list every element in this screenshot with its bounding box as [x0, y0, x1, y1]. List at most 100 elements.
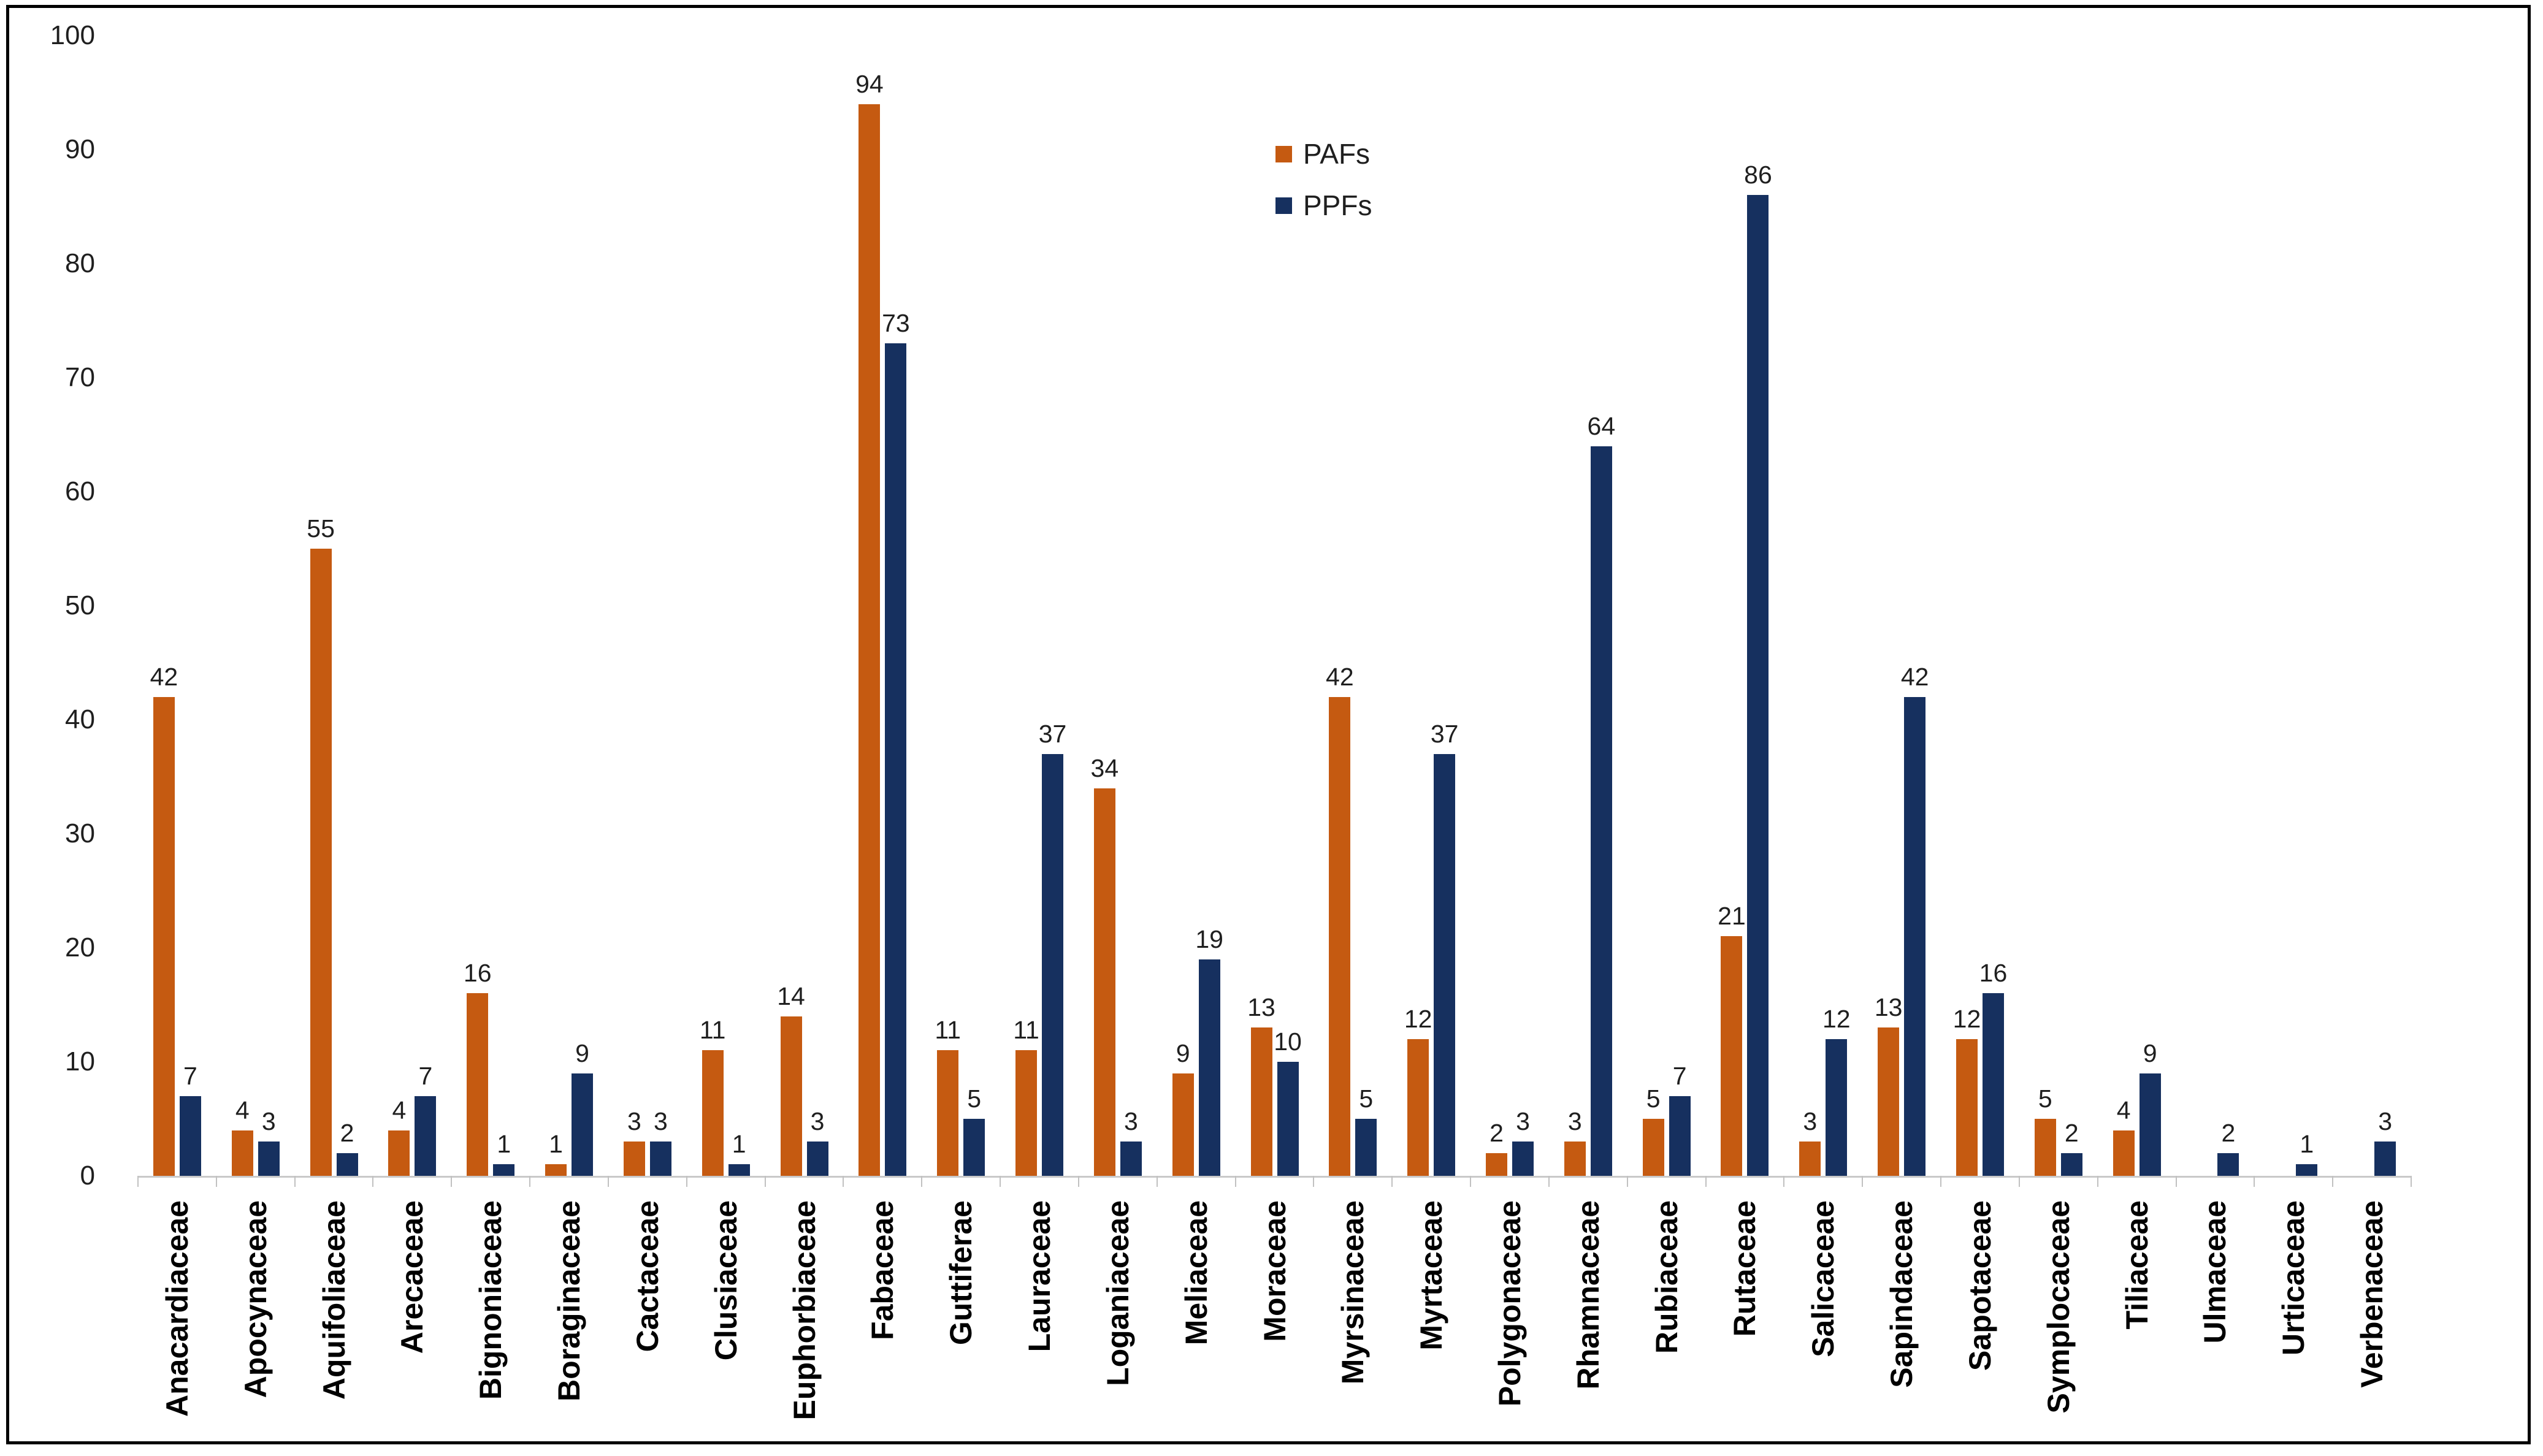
bar-slot: 7: [179, 36, 201, 1176]
bar-value-label: 3: [1516, 1107, 1530, 1136]
category-label: Salicaceae: [1806, 1200, 1841, 1357]
bar-group: 94 73: [843, 36, 922, 1176]
x-label-cell: Rhamnaceae: [1549, 1200, 1627, 1420]
bar-group: 55 2: [295, 36, 373, 1176]
legend-item: PPFs: [1275, 191, 1372, 219]
category-label: Apocynaceae: [238, 1200, 273, 1398]
bar-group: 2: [2176, 36, 2255, 1176]
legend-swatch-pafs: [1275, 145, 1292, 162]
category-label: Moraceae: [1257, 1200, 1292, 1342]
bar-slot: 9: [2139, 36, 2161, 1176]
bar-value-label: 3: [1123, 1107, 1138, 1136]
bar-pafs: [623, 1142, 645, 1176]
bar-slot: 2: [2217, 36, 2239, 1176]
axis-tick-mark: [1940, 1176, 1942, 1187]
bar-slot: 42: [1326, 36, 1354, 1176]
bar-slot: 3: [2374, 36, 2396, 1176]
bar-value-label: 10: [1274, 1027, 1302, 1056]
bar-pafs: [702, 1050, 724, 1176]
category-label: Aquifoliaceae: [316, 1200, 351, 1400]
x-label-cell: Guttiferae: [922, 1200, 1000, 1420]
bar-slot: 64: [1588, 36, 1615, 1176]
y-tick-label: 50: [65, 590, 95, 620]
bar-pafs: [1015, 1050, 1038, 1176]
bar-ppfs: [2060, 1153, 2082, 1176]
category-label: Rutaceae: [1727, 1200, 1762, 1337]
bar-group: 42 7: [138, 36, 216, 1176]
category-label: Myrtaceae: [1414, 1200, 1449, 1351]
bar-pafs: [388, 1130, 410, 1176]
category-label: Loganiaceae: [1100, 1200, 1135, 1386]
x-label-cell: Meliaceae: [1157, 1200, 1236, 1420]
category-label: Rhamnaceae: [1570, 1200, 1605, 1390]
x-label-cell: Aquifoliaceae: [295, 1200, 373, 1420]
bar-ppfs: [415, 1096, 437, 1176]
bar-ppfs: [493, 1164, 515, 1176]
bar-slot: 3: [1120, 36, 1142, 1176]
axis-tick-mark: [1077, 1176, 1079, 1187]
bar-slot: 5: [1642, 36, 1664, 1176]
bar-slot: 7: [415, 36, 437, 1176]
bar-ppfs: [885, 343, 907, 1176]
bar-slot: 3: [806, 36, 828, 1176]
bar-slot: 3: [623, 36, 645, 1176]
bar-value-label: 19: [1195, 924, 1223, 953]
x-axis-labels: Anacardiaceae Apocynaceae Aquifoliaceae Are…: [138, 1200, 2411, 1420]
x-label-cell: Moraceae: [1236, 1200, 1314, 1420]
bar-group: 13 42: [1862, 36, 1941, 1176]
bar-pafs: [153, 696, 175, 1176]
bar-slot: 37: [1039, 36, 1066, 1176]
bar-slot: 3: [1512, 36, 1534, 1176]
bar-slot: 4: [231, 36, 253, 1176]
bar-pafs: [1642, 1119, 1664, 1176]
bar-value-label: 11: [935, 1016, 961, 1045]
bar-value-label: 3: [810, 1107, 825, 1136]
x-axis-tick-marks: [137, 1176, 2412, 1188]
bar-group: 34 3: [1079, 36, 1157, 1176]
bar-value-label: 7: [418, 1061, 433, 1090]
x-label-cell: Euphorbiaceae: [765, 1200, 844, 1420]
bar-slot: 7: [1669, 36, 1691, 1176]
bar-slot: 94: [855, 36, 884, 1176]
bar-ppfs: [1434, 753, 1456, 1176]
bar-value-label: 64: [1587, 411, 1616, 440]
bar-pafs: [1878, 1027, 1900, 1176]
bar-value-label: 1: [732, 1130, 746, 1159]
bar-pafs: [1721, 936, 1743, 1176]
bar-value-label: 7: [183, 1061, 197, 1090]
bar-slot: 13: [1875, 36, 1902, 1176]
axis-tick-mark: [1313, 1176, 1315, 1187]
x-label-cell: Symplocaceae: [2019, 1200, 2098, 1420]
axis-tick-mark: [137, 1176, 139, 1187]
y-tick-label: 100: [50, 20, 95, 50]
bar-slot: 4: [388, 36, 410, 1176]
bar-slot: 1: [728, 36, 750, 1176]
axis-tick-mark: [1156, 1176, 1158, 1187]
legend-label: PPFs: [1303, 189, 1372, 221]
legend-item: PAFs: [1275, 140, 1372, 168]
bar-slot: 42: [150, 36, 178, 1176]
bar-group: 1: [2254, 36, 2333, 1176]
x-label-cell: Verbenaceae: [2333, 1200, 2411, 1420]
bar-value-label: 7: [1672, 1061, 1687, 1090]
x-label-cell: Myrtaceae: [1392, 1200, 1470, 1420]
bar-value-label: 55: [307, 514, 335, 543]
bar-pafs: [1172, 1073, 1194, 1176]
x-label-cell: Loganiaceae: [1079, 1200, 1157, 1420]
bar-slot: 16: [464, 36, 492, 1176]
axis-tick-mark: [1626, 1176, 1628, 1187]
bar-ppfs: [1355, 1119, 1377, 1176]
chart-figure: 0 10 20 30 40 50 60 70 80 90 100 42 7 4 3 55 2 4 7 16 1 1 9 3 3…: [6, 5, 2531, 1444]
bars-container: 42 7 4 3 55 2 4 7 16 1 1 9 3 3 11 1 14 3 94 73 11 5 11 37 34 3 9 19…: [138, 36, 2411, 1176]
axis-tick-mark: [529, 1176, 531, 1187]
bar-pafs: [1329, 696, 1351, 1176]
category-label: Urticaceae: [2276, 1200, 2311, 1355]
axis-tick-mark: [372, 1176, 374, 1187]
bar-slot: 5: [1355, 36, 1377, 1176]
x-label-cell: Tiliaceae: [2098, 1200, 2176, 1420]
bar-group: 21 86: [1706, 36, 1784, 1176]
